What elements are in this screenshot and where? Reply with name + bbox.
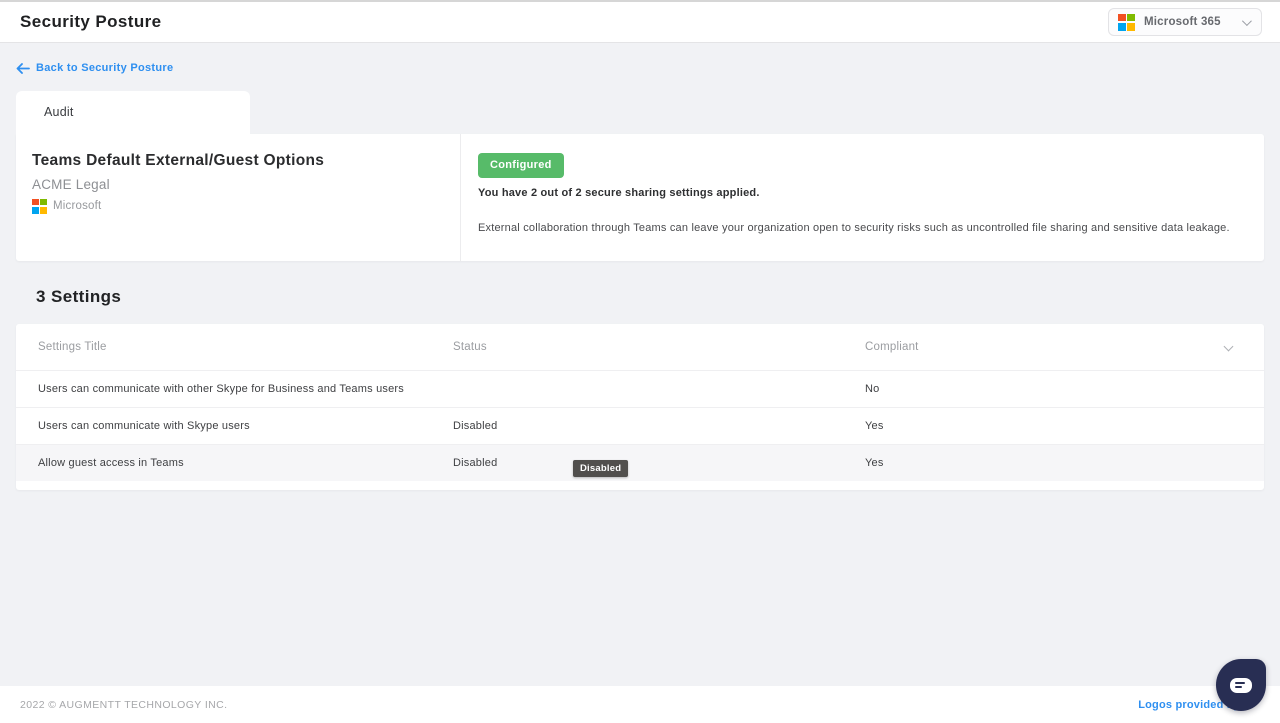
detail-card-right: Configured You have 2 out of 2 secure sh… bbox=[461, 134, 1264, 261]
detail-card-left: Teams Default External/Guest Options ACM… bbox=[16, 133, 461, 261]
column-header-status: Status bbox=[453, 340, 487, 353]
vendor-row: Microsoft bbox=[32, 198, 440, 214]
table-row[interactable]: Allow guest access in Teams Disabled Yes bbox=[16, 443, 1264, 481]
settings-count-heading: 3 Settings bbox=[36, 286, 122, 306]
chat-widget-button[interactable] bbox=[1216, 659, 1266, 711]
column-menu-chevron-icon[interactable] bbox=[1223, 341, 1234, 351]
cell-settings-title: Allow guest access in Teams bbox=[38, 456, 184, 469]
cell-status: Disabled bbox=[453, 456, 498, 469]
microsoft-logo-icon bbox=[32, 198, 47, 214]
tenant-selector-label: Microsoft 365 bbox=[1144, 16, 1221, 28]
chat-bubble-icon bbox=[1230, 677, 1252, 693]
cell-settings-title: Users can communicate with other Skype f… bbox=[38, 382, 404, 395]
column-header-compliant: Compliant bbox=[865, 340, 919, 353]
page-title: Security Posture bbox=[20, 12, 162, 31]
table-row[interactable]: Users can communicate with Skype users D… bbox=[16, 406, 1264, 444]
app-footer: 2022 © AUGMENTT TECHNOLOGY INC. Logos pr… bbox=[0, 686, 1280, 723]
setting-title: Teams Default External/Guest Options bbox=[32, 151, 325, 169]
settings-applied-summary: You have 2 out of 2 secure sharing setti… bbox=[478, 186, 760, 199]
setting-description: External collaboration through Teams can… bbox=[478, 221, 1230, 234]
company-name: ACME Legal bbox=[32, 176, 110, 192]
table-row[interactable]: Users can communicate with other Skype f… bbox=[16, 369, 1264, 407]
tab-bar: Audit bbox=[16, 90, 1264, 134]
table-header-row: Settings Title Status Compliant bbox=[16, 324, 1264, 370]
settings-table: Settings Title Status Compliant Users ca… bbox=[16, 323, 1264, 490]
tab-audit[interactable]: Audit bbox=[16, 90, 250, 134]
cell-status: Disabled bbox=[453, 419, 498, 432]
cell-compliant: No bbox=[865, 382, 880, 395]
app-header: Security Posture Microsoft 365 bbox=[0, 0, 1280, 43]
copyright-text: 2022 © AUGMENTT TECHNOLOGY INC. bbox=[20, 698, 228, 711]
arrow-left-icon bbox=[16, 62, 30, 74]
status-badge: Configured bbox=[478, 152, 564, 178]
setting-detail-card: Teams Default External/Guest Options ACM… bbox=[16, 133, 1264, 261]
column-header-settings-title: Settings Title bbox=[38, 340, 107, 353]
microsoft-logo-icon bbox=[1118, 13, 1135, 31]
cell-settings-title: Users can communicate with Skype users bbox=[38, 419, 250, 432]
cell-compliant: Yes bbox=[865, 456, 884, 469]
tenant-selector-dropdown[interactable]: Microsoft 365 bbox=[1108, 8, 1262, 36]
back-link-label: Back to Security Posture bbox=[36, 62, 174, 74]
cell-compliant: Yes bbox=[865, 419, 884, 432]
tab-audit-label: Audit bbox=[44, 105, 74, 119]
logos-provided-by-link[interactable]: Logos provided by bbox=[1138, 698, 1240, 711]
chevron-down-icon bbox=[1241, 15, 1252, 26]
vendor-label: Microsoft bbox=[53, 200, 102, 212]
back-to-security-posture-link[interactable]: Back to Security Posture bbox=[16, 62, 173, 74]
status-tooltip: Disabled bbox=[573, 459, 629, 477]
